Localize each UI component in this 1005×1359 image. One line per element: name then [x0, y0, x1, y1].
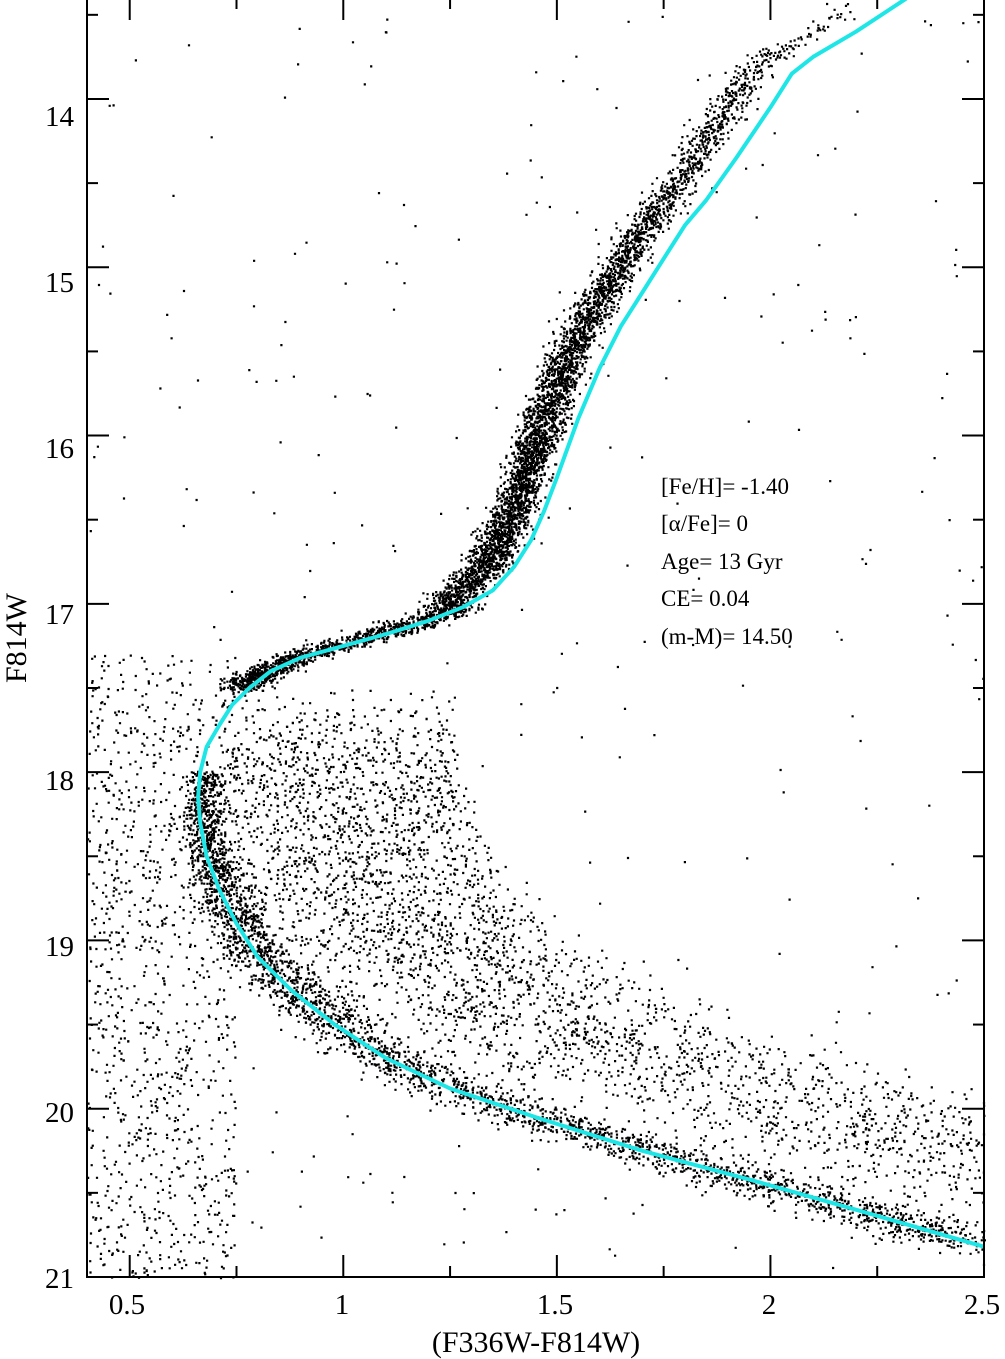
annotation-alpha-fe: [α/Fe]= 0: [661, 511, 748, 536]
x-tick-label-0.5: 0.5: [109, 1289, 145, 1321]
annotation-distance-modulus: (m-M)= 14.50: [661, 624, 793, 649]
x-tick-label-2: 2: [762, 1289, 777, 1321]
x-tick-label-1.5: 1.5: [537, 1289, 573, 1321]
isochrone-line: [196, 0, 985, 1249]
x-axis-label: (F336W-F814W): [432, 1326, 640, 1359]
y-tick-label-16: 16: [45, 433, 74, 465]
x-tick-label-2.5: 2.5: [964, 1289, 1000, 1321]
y-tick-label-14: 14: [45, 101, 75, 133]
star-point-cloud: [87, 2, 986, 1280]
y-tick-label-15: 15: [45, 267, 74, 299]
axis-ticks: [87, 0, 985, 1278]
plot-frame: [86, 0, 985, 1278]
y-tick-label-18: 18: [45, 765, 74, 797]
y-tick-label-17: 17: [45, 599, 74, 631]
x-tick-label-1: 1: [335, 1289, 350, 1321]
y-tick-label-21: 21: [45, 1263, 74, 1295]
annotation-age: Age= 13 Gyr: [661, 549, 783, 574]
annotation-feh: [Fe/H]= -1.40: [661, 474, 789, 499]
star-points: [87, 2, 986, 1280]
y-tick-label-20: 20: [45, 1097, 74, 1129]
annotation-ce: CE= 0.04: [661, 586, 750, 611]
y-axis-label: F814W: [0, 592, 33, 683]
y-tick-label-19: 19: [45, 931, 74, 963]
